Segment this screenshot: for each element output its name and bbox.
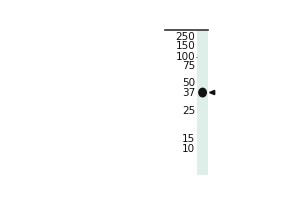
Polygon shape — [210, 90, 215, 95]
Text: 37: 37 — [182, 88, 195, 98]
Text: 25: 25 — [182, 106, 195, 116]
Text: 10: 10 — [182, 144, 195, 154]
Text: 15: 15 — [182, 134, 195, 144]
Bar — [197, 30, 208, 175]
Text: 100: 100 — [176, 52, 195, 62]
Text: 75: 75 — [182, 61, 195, 71]
Text: 50: 50 — [182, 78, 195, 88]
Text: 150: 150 — [176, 41, 195, 51]
Text: 250: 250 — [176, 32, 195, 42]
Ellipse shape — [199, 88, 206, 97]
